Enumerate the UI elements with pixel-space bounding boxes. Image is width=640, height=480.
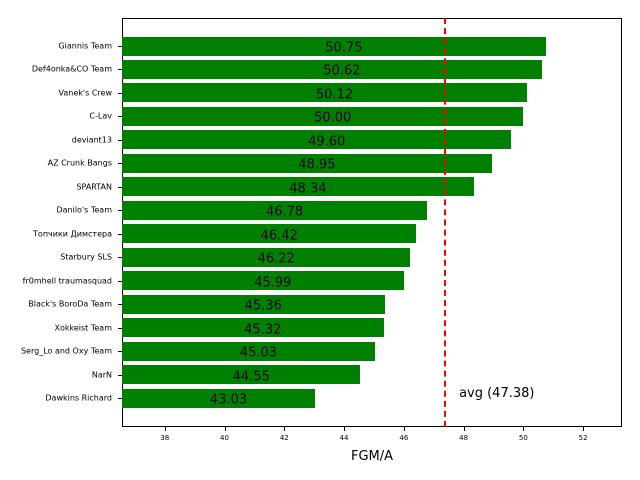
- y-tick-label: Giannis Team: [58, 41, 112, 51]
- y-tick-label: Black's BoroDa Team: [28, 299, 112, 309]
- y-tick-mark: [118, 233, 122, 235]
- x-tick-mark: [523, 427, 525, 431]
- bar-value-label: 45.03: [239, 345, 278, 361]
- y-tick-mark: [118, 327, 122, 329]
- bar-value-label: 50.00: [314, 110, 352, 126]
- y-tick-label: Serg_Lo and Oxy Team: [20, 346, 112, 356]
- y-tick-mark: [118, 116, 122, 118]
- bar-value-label: 50.12: [315, 87, 354, 103]
- y-tick-label: fr0mhell traumasquad: [22, 276, 112, 286]
- y-tick-mark: [118, 163, 122, 165]
- bar-value-label: 50.75: [325, 40, 363, 56]
- y-tick-label: C-Lav: [89, 111, 112, 121]
- x-tick-mark: [164, 427, 166, 431]
- y-tick-mark: [118, 351, 122, 353]
- x-tick-label: 46: [399, 434, 409, 442]
- bar: [122, 224, 417, 244]
- bar-value-label: 44.55: [232, 369, 270, 385]
- bar: [122, 200, 428, 220]
- bar: [122, 130, 512, 150]
- bar: [122, 318, 384, 338]
- y-tick-label: NarN: [91, 370, 112, 380]
- bar: [122, 106, 524, 126]
- x-tick-label: 44: [339, 434, 349, 442]
- bar-value-label: 43.03: [209, 392, 248, 408]
- bar: [122, 177, 474, 197]
- bar-value-label: 46.78: [265, 204, 304, 220]
- bar: [122, 294, 385, 314]
- x-tick-label: 40: [220, 434, 229, 442]
- y-tick-mark: [118, 186, 122, 188]
- bar-value-label: 46.22: [257, 251, 295, 267]
- bar-value-label: 48.34: [289, 181, 327, 197]
- bar: [122, 388, 316, 408]
- x-tick-mark: [344, 427, 346, 431]
- x-tick-label: 48: [459, 434, 469, 442]
- y-tick-label: AZ Crunk Bangs: [47, 158, 112, 168]
- bar: [122, 83, 527, 103]
- y-tick-label: Vanek's Crew: [58, 88, 112, 98]
- y-tick-label: Dawkins Richard: [45, 393, 112, 403]
- y-tick-mark: [118, 46, 122, 47]
- y-tick-mark: [118, 92, 122, 94]
- y-tick-mark: [118, 374, 122, 376]
- y-tick-mark: [118, 69, 122, 71]
- y-tick-label: Def4onka&CO Team: [31, 64, 112, 74]
- x-tick-mark: [583, 427, 585, 431]
- x-tick-label: 42: [279, 434, 289, 442]
- average-reference-line: [444, 18, 447, 427]
- bar-value-label: 45.32: [244, 322, 282, 338]
- y-tick-label: Xokkeist Team: [54, 323, 113, 333]
- x-tick-label: 52: [578, 434, 588, 442]
- x-tick-label: 38: [160, 434, 170, 442]
- x-tick-mark: [224, 427, 226, 431]
- bar: [122, 36, 546, 56]
- bar: [122, 247, 411, 267]
- x-axis-label: FGM/A: [350, 449, 394, 464]
- x-tick-mark: [463, 427, 465, 431]
- bar: [122, 341, 375, 361]
- average-label: avg (47.38): [459, 386, 535, 401]
- bar-value-label: 45.36: [244, 298, 282, 314]
- y-tick-label: Starbury SLS: [60, 252, 112, 262]
- y-tick-mark: [118, 280, 122, 282]
- y-tick-label: Danilo's Team: [56, 205, 112, 215]
- y-tick-label: Топчики Димстера: [33, 229, 112, 239]
- bar: [122, 271, 404, 291]
- bar: [122, 59, 542, 79]
- x-tick-mark: [284, 427, 286, 431]
- y-tick-label: deviant13: [71, 135, 112, 145]
- x-tick-mark: [403, 427, 405, 431]
- y-tick-mark: [118, 304, 122, 306]
- bar-value-label: 50.62: [323, 63, 361, 79]
- y-tick-mark: [118, 398, 122, 400]
- y-tick-mark: [118, 139, 122, 141]
- bar: [122, 365, 361, 385]
- bar-value-label: 45.99: [254, 275, 292, 291]
- y-tick-mark: [118, 210, 122, 212]
- y-tick-label: SPARTAN: [76, 182, 112, 192]
- bar-value-label: 49.60: [308, 134, 346, 150]
- bar-value-label: 46.42: [260, 228, 298, 244]
- x-tick-label: 50: [518, 434, 528, 442]
- plot-area: [122, 18, 622, 427]
- bar-value-label: 48.95: [298, 157, 336, 173]
- bar: [122, 153, 492, 173]
- y-tick-mark: [118, 257, 122, 259]
